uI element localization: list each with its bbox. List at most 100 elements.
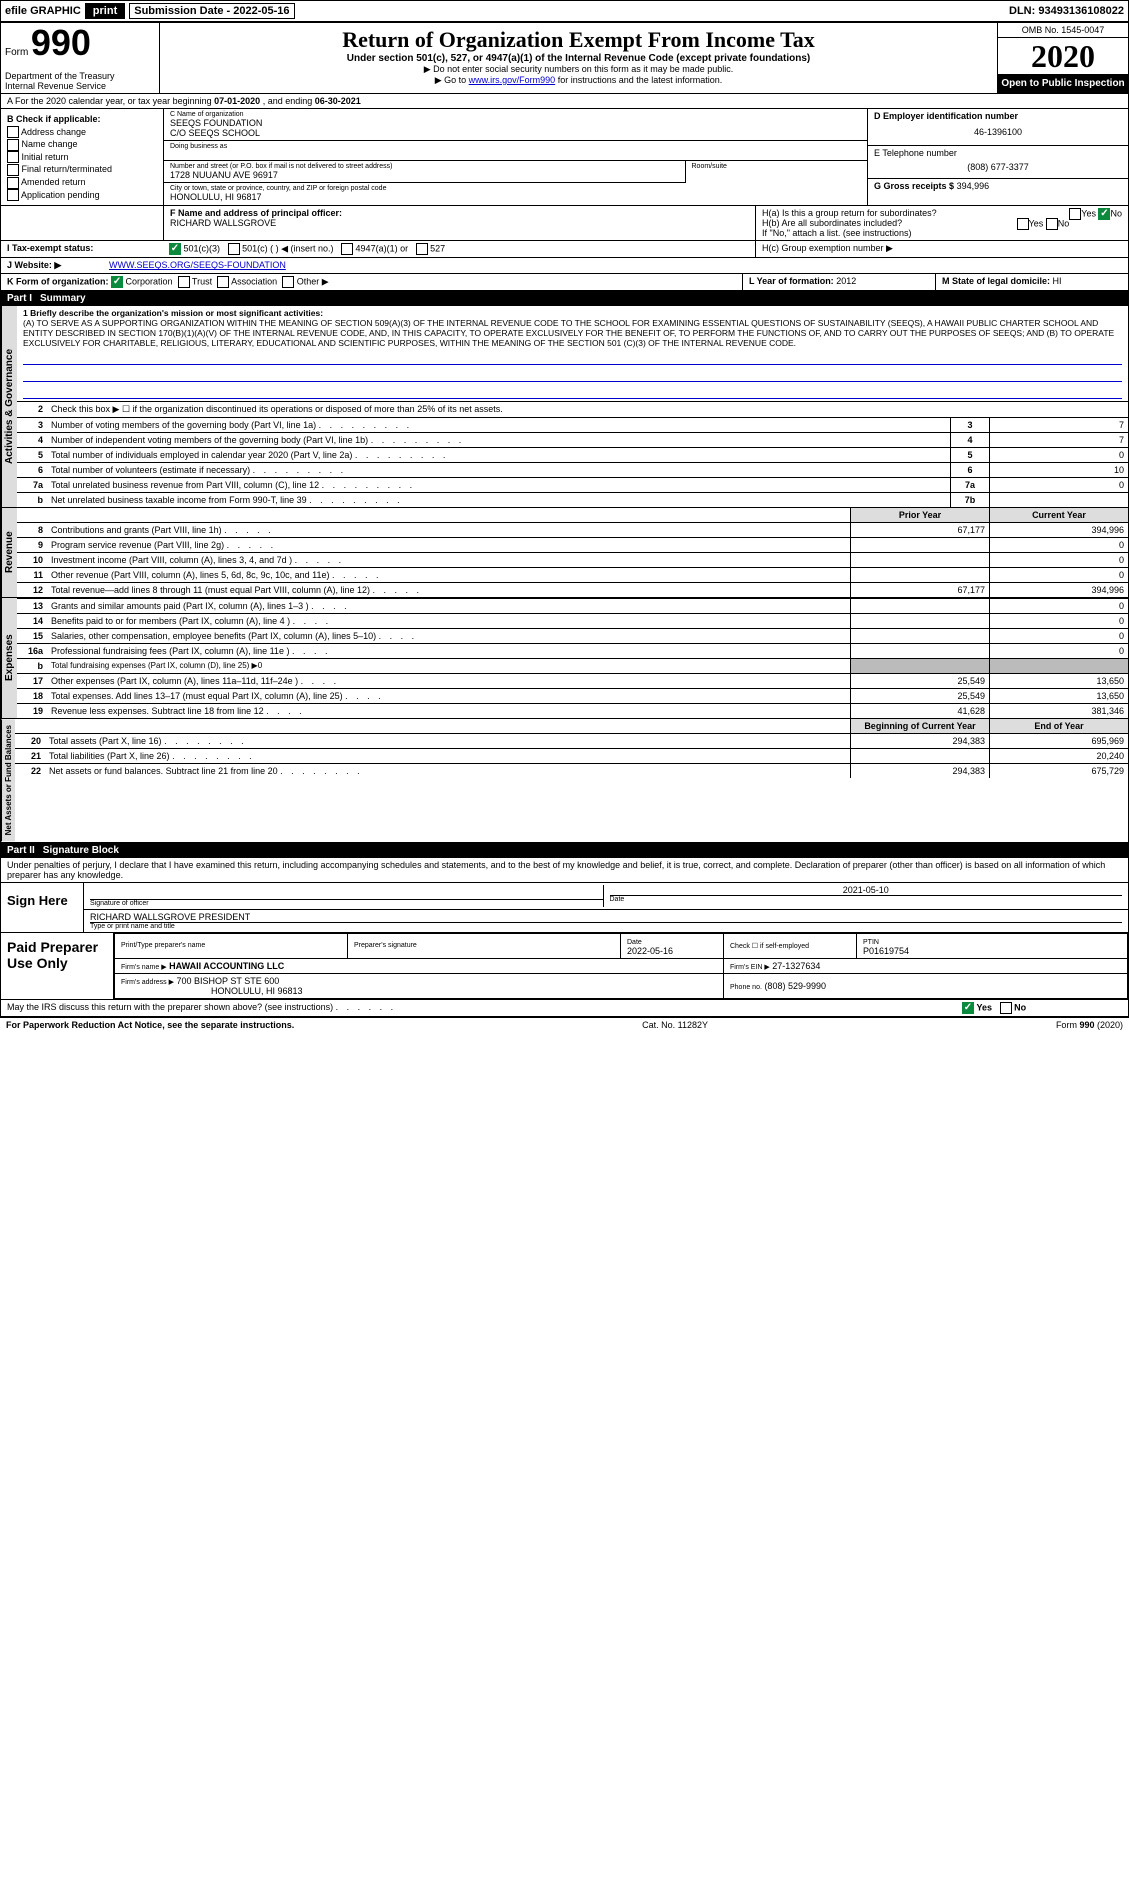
- officer-row: F Name and address of principal officer:…: [1, 206, 1128, 241]
- page-footer: For Paperwork Reduction Act Notice, see …: [0, 1018, 1129, 1032]
- period-begin: 07-01-2020: [214, 96, 260, 106]
- firm-addr: 700 BISHOP ST STE 600: [177, 976, 280, 986]
- discuss-row: May the IRS discuss this return with the…: [1, 1000, 1128, 1017]
- check-other[interactable]: [282, 276, 294, 288]
- table-row: 22Net assets or fund balances. Subtract …: [15, 764, 1128, 779]
- check-address[interactable]: Address change: [7, 126, 157, 139]
- check-heading: B Check if applicable:: [7, 113, 157, 126]
- gross-receipts: 394,996: [957, 181, 990, 191]
- dba-label: Doing business as: [170, 143, 861, 150]
- top-bar: efile GRAPHIC print Submission Date - 20…: [1, 1, 1128, 23]
- vtab-activities: Activities & Governance: [1, 306, 17, 507]
- check-trust[interactable]: [178, 276, 190, 288]
- open-public-label: Open to Public Inspection: [998, 74, 1128, 93]
- prep-date: 2022-05-16: [627, 946, 673, 956]
- street: 1728 NUUANU AVE 96917: [170, 170, 679, 180]
- sign-date: 2021-05-10: [610, 885, 1123, 896]
- irs-link[interactable]: www.irs.gov/Form990: [469, 75, 556, 85]
- phone-label: E Telephone number: [874, 148, 1122, 158]
- check-final[interactable]: Final return/terminated: [7, 163, 157, 176]
- table-row: 14Benefits paid to or for members (Part …: [17, 614, 1128, 629]
- website-link[interactable]: WWW.SEEQS.ORG/SEEQS-FOUNDATION: [109, 260, 286, 270]
- officer-name: RICHARD WALLSGROVE: [170, 218, 749, 228]
- ssn-note: ▶ Do not enter social security numbers o…: [164, 64, 993, 75]
- gross-label: G Gross receipts $: [874, 181, 954, 191]
- check-name[interactable]: Name change: [7, 138, 157, 151]
- discuss-yes[interactable]: ✓: [962, 1002, 974, 1014]
- vtab-netassets: Net Assets or Fund Balances: [1, 719, 15, 841]
- table-row: 11Other revenue (Part VIII, column (A), …: [17, 568, 1128, 583]
- state-domicile: HI: [1053, 276, 1062, 286]
- year-formation: 2012: [836, 276, 856, 286]
- org-name-label: C Name of organization: [170, 111, 861, 118]
- check-amended[interactable]: Amended return: [7, 176, 157, 189]
- part1-header: Part I Summary: [1, 291, 1128, 306]
- tax-exempt-row: I Tax-exempt status: ✓ 501(c)(3) 501(c) …: [1, 241, 1128, 258]
- firm-phone: (808) 529-9990: [764, 981, 826, 991]
- sign-here-block: Sign Here Signature of officer 2021-05-1…: [1, 883, 1128, 933]
- form-title: Return of Organization Exempt From Incom…: [164, 27, 993, 53]
- table-row: 9Program service revenue (Part VIII, lin…: [17, 538, 1128, 553]
- ein-label: D Employer identification number: [874, 111, 1122, 121]
- city: HONOLULU, HI 96817: [170, 192, 861, 202]
- check-501c3[interactable]: ✓: [169, 243, 181, 255]
- discuss-no[interactable]: [1000, 1002, 1012, 1014]
- hc-label: H(c) Group exemption number ▶: [755, 241, 1128, 257]
- form-number: 990: [31, 22, 91, 63]
- firm-city: HONOLULU, HI 96813: [121, 986, 303, 996]
- table-row: 17Other expenses (Part IX, column (A), l…: [17, 674, 1128, 689]
- city-label: City or town, state or province, country…: [170, 185, 861, 192]
- efile-label: efile GRAPHIC: [5, 5, 81, 17]
- table-row: 7aTotal unrelated business revenue from …: [17, 478, 1128, 493]
- print-button[interactable]: print: [85, 3, 125, 19]
- phone: (808) 677-3377: [874, 158, 1122, 176]
- street-label: Number and street (or P.O. box if mail i…: [170, 163, 679, 170]
- submission-date: Submission Date - 2022-05-16: [129, 3, 294, 19]
- check-501c[interactable]: [228, 243, 240, 255]
- netassets-table: Beginning of Current Year End of Year 20…: [15, 719, 1128, 778]
- check-4947[interactable]: [341, 243, 353, 255]
- table-row: 15Salaries, other compensation, employee…: [17, 629, 1128, 644]
- mission-text: (A) TO SERVE AS A SUPPORTING ORGANIZATIO…: [23, 318, 1122, 348]
- goto-note: ▶ Go to www.irs.gov/Form990 for instruct…: [164, 75, 993, 86]
- table-row: 12Total revenue—add lines 8 through 11 (…: [17, 583, 1128, 598]
- table-row: 4Number of independent voting members of…: [17, 433, 1128, 448]
- ha-question: H(a) Is this a group return for subordin…: [762, 208, 1122, 218]
- check-app[interactable]: Application pending: [7, 189, 157, 202]
- table-row: bNet unrelated business taxable income f…: [17, 493, 1128, 508]
- firm-ein: 27-1327634: [772, 961, 820, 971]
- omb-number: OMB No. 1545-0047: [998, 23, 1128, 38]
- table-row: 3Number of voting members of the governi…: [17, 418, 1128, 433]
- signer-name: RICHARD WALLSGROVE PRESIDENT: [90, 912, 1122, 923]
- entity-block: B Check if applicable: Address change Na…: [1, 109, 1128, 206]
- table-row: 18Total expenses. Add lines 13–17 (must …: [17, 689, 1128, 704]
- org-co: C/O SEEQS SCHOOL: [170, 128, 861, 138]
- check-assoc[interactable]: [217, 276, 229, 288]
- check-corp[interactable]: ✓: [111, 276, 123, 288]
- period-row: A For the 2020 calendar year, or tax yea…: [1, 94, 1128, 109]
- check-527[interactable]: [416, 243, 428, 255]
- website-row: J Website: ▶ WWW.SEEQS.ORG/SEEQS-FOUNDAT…: [1, 258, 1128, 274]
- vtab-expenses: Expenses: [1, 598, 17, 718]
- form-org-row: K Form of organization: ✓ Corporation Tr…: [1, 274, 1128, 291]
- firm-name: HAWAII ACCOUNTING LLC: [169, 961, 284, 971]
- ein: 46-1396100: [874, 121, 1122, 143]
- table-row: 21Total liabilities (Part X, line 26) . …: [15, 749, 1128, 764]
- table-row: 20Total assets (Part X, line 16) . . . .…: [15, 734, 1128, 749]
- vtab-revenue: Revenue: [1, 508, 17, 597]
- dln: DLN: 93493136108022: [1009, 5, 1124, 17]
- declaration: Under penalties of perjury, I declare th…: [1, 858, 1128, 883]
- table-row: 5Total number of individuals employed in…: [17, 448, 1128, 463]
- check-self-employed[interactable]: Check ☐ if self-employed: [724, 933, 857, 958]
- mission-block: 1 Briefly describe the organization's mi…: [17, 306, 1128, 401]
- paid-preparer-block: Paid Preparer Use Only Print/Type prepar…: [1, 933, 1128, 1000]
- table-row: 13Grants and similar amounts paid (Part …: [17, 599, 1128, 614]
- org-name: SEEQS FOUNDATION: [170, 118, 861, 128]
- check-initial[interactable]: Initial return: [7, 151, 157, 164]
- tax-year: 2020: [998, 38, 1128, 74]
- dept-label: Department of the Treasury: [5, 71, 155, 81]
- part2-header: Part II Signature Block: [1, 843, 1128, 858]
- governance-table: 2Check this box ▶ ☐ if the organization …: [17, 401, 1128, 507]
- table-row: bTotal fundraising expenses (Part IX, co…: [17, 659, 1128, 674]
- room-label: Room/suite: [692, 163, 862, 170]
